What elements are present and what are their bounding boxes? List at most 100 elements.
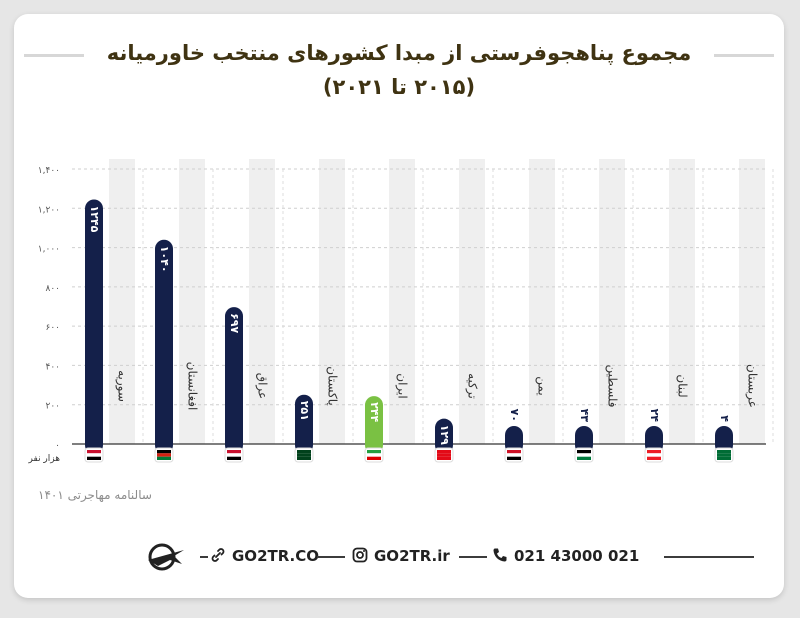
bar — [645, 426, 663, 454]
data-label: ۶۹۷ — [228, 313, 241, 333]
flag-stripe — [647, 456, 661, 460]
footer-divider — [200, 556, 208, 558]
x-tick-label: فلسطین — [605, 364, 620, 407]
x-tick-label: ترکیه — [465, 373, 480, 399]
data-label: ۲۵۱ — [298, 401, 311, 421]
bar — [365, 396, 383, 454]
instagram-text: GO2TR.ir — [374, 547, 450, 565]
y-tick-label: ۸۰۰ — [45, 284, 60, 294]
go2tr-logo-icon — [148, 543, 184, 571]
data-label: ۴۳ — [578, 409, 591, 423]
column-background — [249, 159, 275, 444]
bar-chart: ۰ ۲۰۰ ۴۰۰ ۶۰۰ ۸۰۰ ۱,۰۰۰ ۱,۲۰۰ ۱,۴۰۰ هزار نفر ۱۲۴۵… — [28, 159, 774, 464]
flag-stripe — [437, 453, 451, 457]
flag-stripe — [717, 450, 731, 454]
flag-stripe — [157, 450, 171, 454]
data-label: ۴ — [718, 415, 731, 422]
bar — [435, 418, 453, 454]
website-contact[interactable]: GO2TR.CO — [210, 547, 319, 565]
data-label: ۱۲۹ — [438, 425, 451, 445]
flag-stripe — [297, 456, 311, 460]
bar — [505, 426, 523, 454]
website-text: GO2TR.CO — [232, 547, 320, 565]
column-background — [179, 159, 205, 444]
instagram-icon — [352, 547, 368, 563]
flag-stripe — [227, 450, 241, 454]
y-tick-label: ۰ — [55, 441, 60, 451]
y-tick-label: ۱,۰۰۰ — [38, 245, 60, 255]
flag-stripe — [367, 450, 381, 454]
x-tick-label: عربستان — [745, 364, 760, 408]
title-decor-line-left — [24, 54, 84, 57]
flag-stripe — [717, 456, 731, 460]
data-label: ۲۴ — [648, 409, 661, 423]
title-decor-line-right — [714, 54, 774, 57]
footer-divider — [664, 556, 754, 558]
flag-stripe — [227, 453, 241, 457]
chart-title-line-2: (۲۰۱۵ تا ۲۰۲۱) — [322, 75, 476, 99]
data-label: ۱۲۴۵ — [88, 205, 101, 232]
flag-stripe — [367, 456, 381, 460]
flag-stripe — [507, 456, 521, 460]
phone-text: 021 43000 021 — [514, 547, 640, 565]
chart-title: مجموع پناهجوفرستی از مبدا کشورهای منتخب … — [14, 36, 784, 104]
data-label: ۲۴۴ — [368, 402, 381, 422]
instagram-contact[interactable]: GO2TR.ir — [352, 547, 450, 565]
flag-stripe — [577, 456, 591, 460]
y-tick-label: ۶۰۰ — [45, 323, 60, 333]
x-tick-label: ایران — [395, 373, 410, 398]
bar — [715, 426, 733, 454]
x-tick-label: سوریه — [115, 370, 130, 402]
y-tick-label: ۱,۲۰۰ — [38, 205, 60, 215]
flag-stripe — [367, 453, 381, 457]
flag-stripe — [717, 453, 731, 457]
flag-stripe — [157, 453, 171, 457]
flag-stripe — [647, 450, 661, 454]
column-background — [669, 159, 695, 444]
flag-stripe — [437, 456, 451, 460]
flag-stripe — [297, 450, 311, 454]
unit-label: هزار نفر — [28, 454, 61, 464]
y-tick-label: ۱,۴۰۰ — [38, 166, 60, 176]
bar — [575, 426, 593, 454]
y-tick-label: ۲۰۰ — [45, 402, 60, 412]
data-label: ۱۰۴۰ — [158, 246, 171, 273]
column-background — [319, 159, 345, 444]
phone-icon — [493, 548, 507, 562]
flag-stripe — [87, 453, 101, 457]
flag-stripe — [157, 456, 171, 460]
column-background — [739, 159, 765, 444]
flag-stripe — [87, 456, 101, 460]
bar — [295, 394, 313, 454]
bar — [225, 307, 243, 454]
column-background — [389, 159, 415, 444]
x-tick-label: افغانستان — [186, 362, 200, 411]
column-background — [459, 159, 485, 444]
footer-divider — [459, 556, 487, 558]
bar — [155, 239, 173, 454]
flag-stripe — [87, 450, 101, 454]
flag-stripe — [577, 453, 591, 457]
phone-contact[interactable]: 021 43000 021 — [492, 547, 639, 565]
footer-divider — [317, 556, 345, 558]
column-background — [529, 159, 555, 444]
flag-stripe — [647, 453, 661, 457]
x-tick-label: یمن — [535, 376, 550, 395]
flag-stripe — [297, 453, 311, 457]
y-tick-label: ۴۰۰ — [45, 362, 60, 372]
x-tick-label: پاکستان — [326, 366, 340, 406]
infographic-card: مجموع پناهجوفرستی از مبدا کشورهای منتخب … — [14, 14, 784, 598]
flag-stripe — [507, 453, 521, 457]
link-icon — [211, 548, 225, 562]
flag-stripe — [507, 450, 521, 454]
chart-title-line-1: مجموع پناهجوفرستی از مبدا کشورهای منتخب … — [106, 41, 692, 65]
x-tick-label: عراق — [255, 373, 270, 399]
flag-stripe — [227, 456, 241, 460]
flag-stripe — [437, 450, 451, 454]
data-label: ۷۰ — [508, 409, 521, 422]
bar — [85, 199, 103, 454]
column-background — [109, 159, 135, 444]
x-tick-label: لبنان — [676, 374, 690, 397]
footer: GO2TR.CO GO2TR.ir 021 43000 021 — [14, 542, 784, 572]
flag-stripe — [577, 450, 591, 454]
